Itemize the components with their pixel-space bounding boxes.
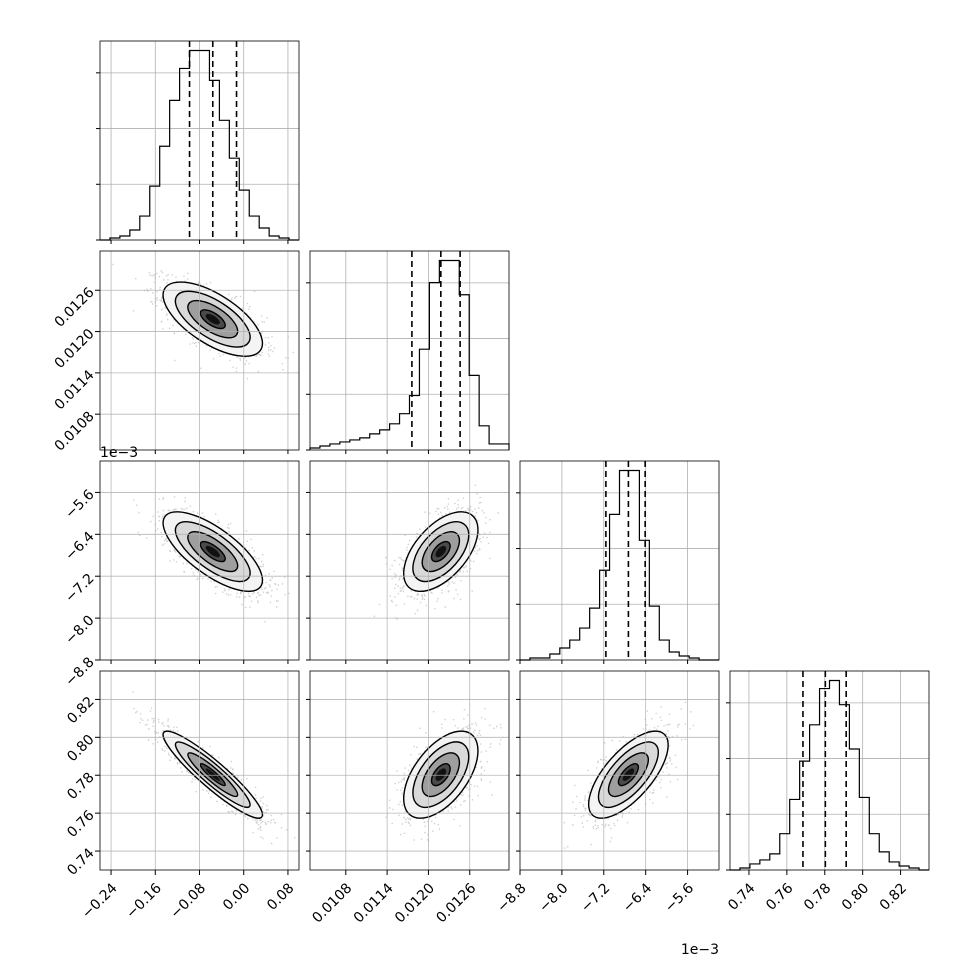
x-tick-label: −7.2 bbox=[578, 880, 613, 915]
contour-line bbox=[162, 730, 264, 819]
y-offset-label: 1e−3 bbox=[100, 445, 138, 461]
panel-contents bbox=[112, 263, 294, 380]
contour-line bbox=[597, 741, 659, 809]
scatter-panel-1-2 bbox=[309, 460, 510, 661]
contour-line bbox=[412, 741, 470, 809]
histogram-panel-0 bbox=[96, 40, 300, 241]
y-tick-label: −8.8 bbox=[62, 654, 97, 689]
histogram-step bbox=[309, 259, 510, 450]
panel-frame bbox=[309, 670, 510, 871]
contour-line bbox=[430, 763, 451, 787]
contour-line bbox=[199, 540, 226, 563]
panel-frame bbox=[729, 670, 930, 871]
x-tick-label: 0.0108 bbox=[309, 880, 355, 926]
y-tick-label: −8.0 bbox=[62, 612, 97, 647]
density-fill bbox=[205, 545, 220, 558]
x-offset-label: 1e−3 bbox=[681, 942, 719, 958]
panel-contents bbox=[133, 496, 290, 623]
x-tick-label: −8.0 bbox=[536, 880, 571, 915]
density-fill bbox=[205, 313, 220, 325]
contour-line bbox=[421, 531, 461, 573]
y-tick-label: 0.78 bbox=[64, 770, 97, 803]
contour-line bbox=[162, 511, 264, 593]
scatter-panel-1-3 bbox=[309, 670, 510, 871]
density-fill bbox=[622, 768, 635, 781]
panel-contents bbox=[563, 701, 695, 849]
contour-line bbox=[421, 752, 461, 798]
contour-line bbox=[430, 540, 451, 563]
contour-line bbox=[199, 763, 226, 787]
scatter-panel-0-2 bbox=[99, 460, 300, 661]
y-tick-label: 0.80 bbox=[64, 732, 97, 765]
scatter-panel-0-3 bbox=[99, 670, 300, 871]
y-tick-label: −6.4 bbox=[62, 529, 97, 564]
x-tick-label: −0.24 bbox=[79, 880, 121, 922]
y-tick-label: 0.0126 bbox=[52, 285, 98, 331]
panel-contents bbox=[373, 484, 499, 620]
x-tick-label: 0.76 bbox=[763, 880, 796, 913]
panel-frame bbox=[309, 250, 510, 451]
y-tick-label: 0.0114 bbox=[52, 367, 98, 413]
panel-frame bbox=[519, 670, 720, 871]
panel-background bbox=[310, 671, 509, 870]
contour-line bbox=[187, 752, 239, 798]
panel-contents bbox=[385, 707, 504, 842]
x-tick-label: −5.6 bbox=[662, 880, 697, 915]
panel-background bbox=[310, 251, 509, 450]
x-tick-label: −8.8 bbox=[494, 880, 529, 915]
x-tick-label: 0.74 bbox=[725, 880, 758, 913]
x-tick-label: 0.00 bbox=[220, 880, 253, 913]
x-tick-label: 0.78 bbox=[801, 880, 834, 913]
contour-line bbox=[199, 309, 226, 330]
y-tick-label: −7.2 bbox=[62, 571, 97, 606]
scatter-panel-2-3 bbox=[519, 670, 720, 871]
density-fill bbox=[435, 768, 447, 781]
contour-line bbox=[617, 763, 640, 787]
contour-line bbox=[174, 521, 251, 583]
histogram-step bbox=[100, 49, 299, 241]
panel-frame bbox=[309, 460, 510, 661]
histogram-step bbox=[520, 469, 719, 661]
scatter-panel-0-1 bbox=[99, 250, 300, 451]
panel-contents bbox=[132, 691, 296, 845]
histogram-step bbox=[730, 679, 929, 871]
y-tick-label: 0.74 bbox=[64, 845, 97, 878]
density-fill bbox=[435, 545, 447, 558]
x-tick-label: −0.16 bbox=[123, 880, 165, 922]
contour-line bbox=[402, 730, 479, 819]
x-tick-label: 0.80 bbox=[839, 880, 872, 913]
x-axis-3: 0.74 0.76 0.78 0.80 0.82 bbox=[725, 870, 910, 914]
panel-frame bbox=[519, 460, 720, 661]
x-tick-label: 0.0126 bbox=[433, 880, 479, 926]
y-tick-label: 0.0120 bbox=[52, 326, 98, 372]
contour-line bbox=[174, 741, 251, 809]
contour-line bbox=[187, 299, 239, 339]
x-tick-label: −0.08 bbox=[167, 880, 209, 922]
histogram-panel-3 bbox=[726, 670, 930, 871]
contour-line bbox=[412, 521, 470, 583]
contour-line bbox=[607, 752, 649, 798]
panel-background bbox=[730, 671, 929, 870]
y-tick-label: −5.6 bbox=[62, 487, 97, 522]
y-tick-label: 0.82 bbox=[64, 694, 97, 727]
x-tick-label: 0.0114 bbox=[351, 880, 397, 926]
y-tick-label: 0.76 bbox=[64, 807, 97, 840]
contour-line bbox=[174, 290, 251, 348]
histogram-panel-1 bbox=[306, 250, 510, 451]
x-tick-label: −6.4 bbox=[620, 880, 655, 915]
x-tick-label: 0.08 bbox=[264, 880, 297, 913]
x-tick-label: 0.0120 bbox=[392, 880, 438, 926]
density-fill bbox=[205, 768, 220, 781]
y-tick-label: 0.0108 bbox=[52, 409, 98, 455]
histogram-panel-2 bbox=[516, 460, 720, 661]
x-tick-label: 0.82 bbox=[877, 880, 910, 913]
